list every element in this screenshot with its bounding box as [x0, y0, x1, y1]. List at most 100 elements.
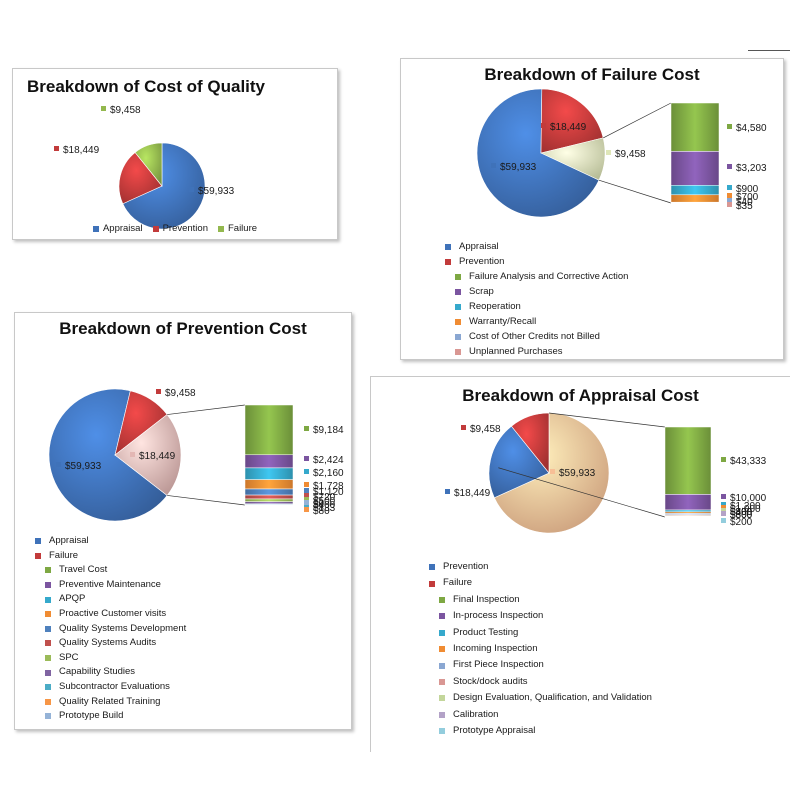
chart-title: Breakdown of Appraisal Cost: [462, 386, 699, 405]
label-marker: [721, 518, 726, 523]
label-marker: [727, 124, 732, 129]
legend-item: SPC: [35, 651, 186, 666]
legend-label: Final Inspection: [453, 593, 520, 605]
data-label: $18,449: [130, 451, 176, 462]
legend-item: Incoming Inspection: [429, 641, 652, 657]
bar-segment-preventive-maintenance: [244, 454, 294, 469]
data-label-text: $2,424: [313, 455, 344, 466]
label-marker: [721, 494, 726, 499]
legend-label: Quality Systems Audits: [59, 637, 157, 649]
legend: Prevention Failure Final Inspection In-proc…: [429, 559, 652, 739]
data-label-text: $1,120: [313, 487, 344, 498]
connector-line: [498, 467, 666, 518]
data-label: $43,333: [721, 456, 767, 467]
legend-swatch: [45, 625, 51, 632]
legend-item: Final Inspection: [429, 592, 652, 608]
bar-segment-quality-systems-audits: [244, 494, 294, 500]
legend-label: Quality Related Training: [59, 695, 161, 707]
label-marker: [727, 164, 732, 169]
legend-item: Warranty/Recall: [445, 314, 628, 329]
legend-swatch: [455, 303, 461, 310]
label-marker: [727, 193, 732, 198]
legend-swatch: [45, 567, 51, 574]
legend-swatch: [455, 333, 461, 340]
data-label: $9,458: [101, 105, 141, 116]
pie-slice-prevention: [488, 425, 550, 499]
data-label: $1,120: [304, 487, 344, 498]
label-marker: [721, 508, 726, 513]
legend-item: Travel Cost: [35, 563, 186, 578]
legend-label: Travel Cost: [59, 564, 108, 576]
label-marker: [727, 202, 732, 207]
legend-label: Failure Analysis and Corrective Action: [469, 271, 629, 282]
data-label-text: $133: [313, 503, 336, 514]
label-marker: [304, 488, 309, 493]
legend-item: Quality Systems Development: [35, 622, 186, 637]
pie-slice-prevention: [540, 88, 604, 154]
bar-segment-apqp: [244, 467, 294, 480]
legend-swatch: [45, 611, 51, 618]
data-label-text: $59,933: [500, 162, 537, 173]
legend-label: Preventive Maintenance: [59, 578, 161, 590]
data-label-text: $9,184: [313, 425, 344, 436]
label-marker: [721, 511, 726, 516]
legend-swatch: [445, 243, 451, 250]
chart-title: Breakdown of Cost of Quality: [27, 77, 266, 96]
data-label-text: $2,160: [313, 468, 344, 479]
legend-swatch: [429, 564, 435, 571]
bar-segment-warranty-recall: [670, 194, 720, 203]
label-marker: [130, 452, 135, 457]
data-label: $9,458: [606, 149, 646, 160]
legend-item: Scrap: [445, 284, 628, 299]
legend-swatch: [45, 596, 51, 603]
legend-label: Prevention: [443, 561, 489, 572]
legend-label: Quality Systems Development: [59, 622, 187, 634]
legend-swatch: [439, 711, 445, 718]
legend: Appraisal Prevention Failure Analysis and …: [445, 239, 628, 359]
data-label-text: $3,203: [736, 163, 767, 174]
data-label-text: $18,449: [454, 488, 491, 499]
legend-swatch: [439, 613, 445, 620]
label-marker: [606, 150, 611, 155]
legend-label: Warranty/Recall: [469, 316, 537, 327]
data-label-text: $600: [730, 510, 753, 521]
connector-line: [167, 404, 246, 415]
legend-swatch: [439, 597, 445, 604]
label-marker: [304, 500, 309, 505]
data-label: $400: [721, 507, 753, 518]
label-marker: [304, 504, 309, 509]
data-label-text: $1,000: [730, 504, 761, 515]
label-marker: [304, 469, 309, 474]
legend-label: First Piece Inspection: [453, 659, 544, 671]
pie-slice-appraisal: [48, 388, 168, 522]
connector-line: [598, 179, 672, 204]
legend: Appraisal Prevention Failure: [13, 221, 337, 236]
data-label: $9,458: [156, 388, 196, 399]
legend-item: Prevention: [429, 559, 652, 575]
legend-label: Unplanned Purchases: [469, 346, 563, 357]
label-marker: [727, 198, 732, 203]
data-label: $4,580: [727, 123, 767, 134]
legend: Appraisal Failure Travel Cost Preventive Ma…: [35, 534, 186, 724]
data-label: $2,160: [304, 468, 344, 479]
legend-swatch: [439, 679, 445, 686]
legend-label: Stock/dock audits: [453, 675, 528, 687]
legend-swatch: [429, 580, 435, 587]
data-label-text: $59,933: [198, 186, 235, 197]
legend-item: Cost of Other Credits not Billed: [445, 329, 628, 344]
bar-segment-final-inspection: [664, 426, 712, 495]
data-label-text: $43,333: [730, 456, 767, 467]
legend-label: Incoming Inspection: [453, 643, 538, 655]
legend-label: APQP: [59, 593, 86, 605]
legend-item: Quality Related Training: [35, 695, 186, 710]
legend-swatch: [152, 225, 159, 232]
failure-cost-chart: Breakdown of Failure Cost $4,580 $3,203 $9…: [400, 58, 784, 360]
data-label: $3,203: [727, 163, 767, 174]
connector-line: [167, 495, 246, 506]
legend-swatch: [455, 273, 461, 280]
legend-label: Prevention: [459, 256, 505, 267]
legend-item: Appraisal: [35, 534, 186, 549]
data-label-text: $10,000: [730, 493, 767, 504]
label-marker: [721, 505, 726, 510]
data-label: $18,449: [445, 488, 491, 499]
